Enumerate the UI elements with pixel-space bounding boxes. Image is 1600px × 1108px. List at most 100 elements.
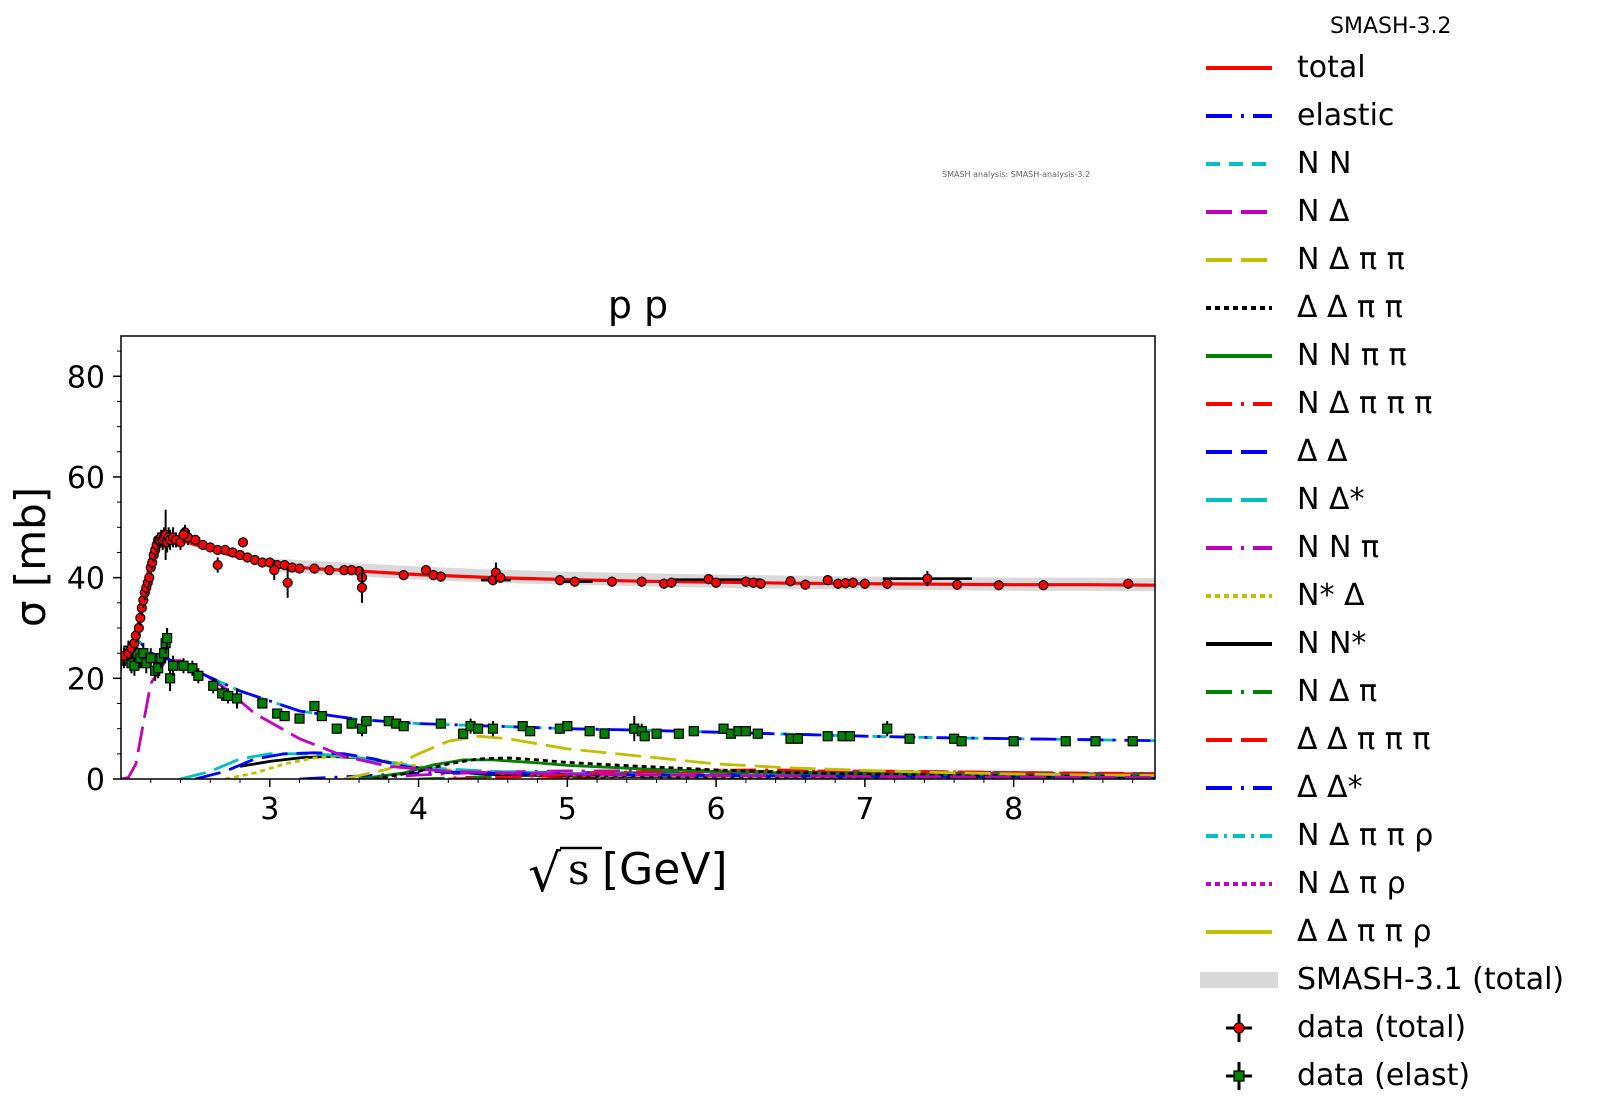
experimental-data-points: [121, 509, 1138, 747]
legend-swatch: [1206, 546, 1272, 550]
y-tick-label: 20: [67, 662, 105, 697]
legend-item-: Δ Δ: [1200, 432, 1600, 472]
data-point-total: [1038, 580, 1049, 591]
data-point-elast: [129, 660, 140, 671]
data-point-elast: [525, 726, 536, 737]
data-point-elast: [231, 693, 243, 704]
legend-label: N N π: [1297, 530, 1380, 565]
legend-swatch: [1200, 972, 1278, 988]
y-axis-label: σ [mb]: [6, 487, 55, 627]
data-point-total: [800, 579, 811, 590]
data-point-total: [952, 579, 963, 590]
legend-item-pi-pi-rho: Δ Δ π π ρ: [1200, 912, 1600, 952]
data-point-elast: [187, 663, 198, 674]
data-point-total: [144, 572, 155, 583]
data-point-elast: [639, 731, 650, 742]
legend-label: N Δ π ρ: [1297, 866, 1406, 901]
data-point-total: [666, 577, 677, 588]
data-point-elast: [562, 721, 573, 732]
data-point-total: [178, 529, 189, 540]
data-point-elast: [1090, 736, 1101, 747]
data-data-total: [121, 509, 1134, 671]
legend-item-data-total: data (total): [1200, 1008, 1600, 1048]
legend-label: data (elast): [1297, 1058, 1471, 1093]
legend-label: Δ Δ: [1297, 434, 1348, 469]
series-n-pi-pi: [343, 734, 1155, 779]
x-tick-label: 4: [409, 792, 428, 827]
y-tick-label: 60: [67, 461, 105, 496]
legend-marker: [1233, 1070, 1245, 1082]
data-point-elast: [458, 728, 469, 739]
data-point-elast: [294, 713, 305, 724]
x-axis-label-unit: [GeV]: [602, 844, 728, 895]
legend-item-n-pi-pi: N Δ π π: [1200, 240, 1600, 280]
data-point-elast: [398, 721, 409, 732]
legend-swatch: [1206, 66, 1272, 70]
legend-swatch: [1206, 114, 1272, 118]
data-point-total: [309, 563, 320, 574]
legend-swatch: [1206, 306, 1272, 310]
data-point-elast: [316, 710, 327, 722]
data-point-elast: [162, 632, 173, 644]
data-point-elast: [1008, 736, 1019, 747]
data-point-total: [269, 564, 280, 576]
data-point-elast: [193, 670, 204, 681]
data-point-elast: [882, 723, 893, 734]
legend-item-n-n-pi: N N π: [1200, 528, 1600, 568]
data-point-elast: [599, 728, 610, 739]
series-n-n-pi-pi: [358, 758, 1155, 779]
data-point-total: [859, 578, 870, 589]
legend-item-star: Δ Δ*: [1200, 768, 1600, 808]
legend-label: Δ Δ π π π: [1297, 722, 1431, 757]
legend-swatch: [1206, 402, 1272, 406]
legend-item-n-pi-pi-rho: N Δ π π ρ: [1200, 816, 1600, 856]
data-point-total: [554, 575, 565, 586]
legend-title: SMASH-3.2: [1330, 14, 1452, 39]
legend-swatch: [1206, 930, 1272, 934]
data-point-elast: [208, 680, 219, 691]
legend-item-n-nstar: N N*: [1200, 624, 1600, 664]
legend-label: N Δ*: [1297, 482, 1365, 517]
legend-band: [1200, 972, 1278, 988]
legend-item-total: total: [1200, 48, 1600, 88]
data-point-elast: [257, 698, 268, 709]
data-point-elast: [153, 663, 164, 674]
data-point-total: [135, 612, 146, 624]
legend-swatch: [1206, 354, 1272, 358]
legend-swatch: [1206, 690, 1272, 694]
legend-label: N Δ π: [1297, 674, 1378, 709]
series-total: [121, 532, 1155, 662]
data-point-total: [847, 577, 859, 588]
analysis-credit: SMASH analysis: SMASH-analysis-3.2: [942, 170, 1091, 179]
data-point-total: [1123, 578, 1134, 589]
legend-label: N* Δ: [1297, 578, 1365, 613]
x-tick-label: 6: [707, 792, 726, 827]
legend-swatch: [1206, 498, 1272, 502]
data-point-elast: [309, 700, 320, 712]
legend-item-pi-pi-pi: Δ Δ π π π: [1200, 720, 1600, 760]
data-point-elast: [956, 736, 967, 747]
data-point-elast: [159, 648, 170, 659]
legend-swatch: [1226, 1014, 1252, 1042]
data-point-total: [495, 572, 506, 583]
y-tick-label: 0: [86, 763, 105, 798]
legend-label: N Δ π π: [1297, 242, 1405, 277]
data-point-elast: [688, 726, 699, 737]
data-point-elast: [904, 733, 915, 744]
data-point-elast: [1127, 736, 1138, 747]
data-point-total: [882, 578, 893, 589]
legend-marker: [1233, 1022, 1245, 1034]
data-point-total: [212, 559, 223, 571]
x-tick-label: 3: [260, 792, 279, 827]
legend-item-n-pi-pi-pi: N Δ π π π: [1200, 384, 1600, 424]
data-point-elast: [740, 726, 751, 737]
legend-label: data (total): [1297, 1010, 1467, 1045]
data-point-total: [711, 577, 722, 588]
data-point-elast: [752, 728, 763, 739]
x-axis-label: √ s [GeV]: [528, 844, 728, 904]
data-point-total: [346, 564, 357, 576]
data-point-elast: [487, 723, 499, 734]
data-point-elast: [279, 710, 290, 722]
legend-swatch: [1226, 1062, 1252, 1090]
